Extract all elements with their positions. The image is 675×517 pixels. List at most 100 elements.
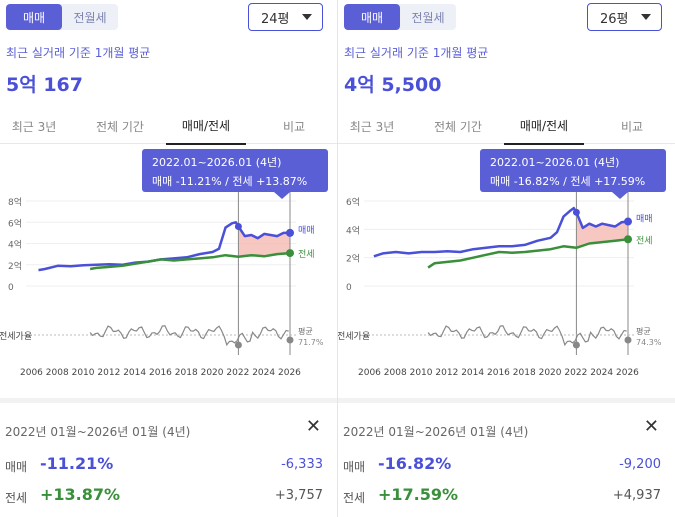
price-value: 5억 167 bbox=[6, 74, 83, 96]
x-tick-label: 2026 bbox=[616, 368, 639, 378]
x-tick-label: 2018 bbox=[513, 368, 536, 378]
summary-rent-label: 전세 bbox=[5, 491, 28, 505]
summary-range: 2022년 01월~2026년 01월 (4년) bbox=[343, 425, 529, 439]
tab-sale-rent[interactable]: 매매/전세 bbox=[166, 108, 246, 145]
x-tick-label: 2010 bbox=[410, 368, 433, 378]
x-tick-label: 2012 bbox=[97, 368, 120, 378]
rent-line bbox=[89, 251, 291, 271]
toggle-rent[interactable]: 전월세 bbox=[73, 10, 107, 25]
sale-legend-label: 매매 bbox=[298, 225, 315, 236]
panel-divider bbox=[337, 0, 338, 517]
summary-sale-pct: -11.21% bbox=[40, 454, 114, 473]
y-tick-label: 6억 bbox=[346, 196, 360, 208]
period-tabs: 최근 3년 전체 기간 매매/전세 비교 bbox=[338, 108, 675, 145]
price-subtitle: 최근 실거래 기준 1개월 평균 bbox=[344, 46, 489, 60]
ratio-line bbox=[89, 325, 289, 347]
x-tick-label: 2006 bbox=[358, 368, 381, 378]
ratio-label: 전세가율 bbox=[338, 331, 370, 342]
sale-end-dot bbox=[624, 217, 632, 226]
summary-rent-label: 전세 bbox=[343, 491, 366, 505]
summary-range: 2022년 01월~2026년 01월 (4년) bbox=[5, 425, 191, 439]
tab-compare[interactable]: 비교 bbox=[620, 119, 644, 134]
sale-range-start-dot bbox=[572, 208, 580, 216]
size-select[interactable]: 24평 bbox=[248, 3, 323, 31]
toggle-sale[interactable]: 매매 bbox=[344, 4, 400, 30]
tab-all-period[interactable]: 전체 기간 bbox=[434, 119, 482, 134]
right-panel: 매매 전월세 26평 최근 실거래 기준 1개월 평균 4억 5,500 최근 … bbox=[338, 0, 675, 517]
tooltip-box bbox=[142, 149, 328, 192]
close-icon[interactable]: ✕ bbox=[643, 416, 659, 437]
section-separator bbox=[338, 398, 675, 403]
price-subtitle: 최근 실거래 기준 1개월 평균 bbox=[6, 46, 151, 60]
ratio-end-dot bbox=[624, 336, 632, 344]
summary-rent-pct: +13.87% bbox=[40, 485, 121, 504]
toggle-sale[interactable]: 매매 bbox=[6, 4, 62, 30]
price-value: 4억 5,500 bbox=[344, 74, 442, 96]
sale-legend-label: 매매 bbox=[636, 214, 653, 225]
y-tick-label: 0 bbox=[346, 283, 352, 293]
y-tick-label: 6억 bbox=[8, 217, 22, 229]
x-tick-label: 2018 bbox=[175, 368, 198, 378]
tooltip-range: 2022.01~2026.01 (4년) bbox=[490, 156, 619, 169]
y-tick-label: 8억 bbox=[8, 196, 22, 208]
period-tabs: 최근 3년 전체 기간 매매/전세 비교 bbox=[0, 108, 337, 145]
y-tick-label: 4억 bbox=[346, 224, 360, 236]
x-tick-label: 2012 bbox=[435, 368, 458, 378]
tab-all-period[interactable]: 전체 기간 bbox=[96, 119, 144, 134]
x-tick-label: 2020 bbox=[201, 368, 224, 378]
ratio-end-label: 평균 bbox=[298, 326, 313, 336]
toggle-rent[interactable]: 전월세 bbox=[411, 10, 445, 25]
summary-sale-pct: -16.82% bbox=[378, 454, 452, 473]
section-separator bbox=[0, 398, 337, 403]
sale-range-start-dot bbox=[234, 223, 242, 230]
x-tick-label: 2026 bbox=[278, 368, 301, 378]
y-tick-label: 2억 bbox=[8, 260, 22, 272]
x-tick-label: 2016 bbox=[149, 368, 172, 378]
y-tick-label: 0 bbox=[8, 283, 14, 293]
sale-end-dot bbox=[286, 228, 294, 237]
left-panel: 매매 전월세 24평 최근 실거래 기준 1개월 평균 5억 167 최근 3년… bbox=[0, 0, 337, 517]
ratio-end-dot bbox=[286, 336, 294, 344]
y-tick-label: 2억 bbox=[346, 253, 360, 265]
tab-recent-3y[interactable]: 최근 3년 bbox=[349, 119, 395, 134]
caret-down-icon bbox=[641, 14, 651, 20]
summary-sale-amount: -9,200 bbox=[619, 457, 661, 472]
ratio-end-label: 평균 bbox=[636, 326, 651, 336]
close-icon[interactable]: ✕ bbox=[305, 416, 321, 437]
tab-sale-rent[interactable]: 매매/전세 bbox=[504, 108, 584, 145]
tooltip-range: 2022.01~2026.01 (4년) bbox=[152, 156, 281, 169]
x-tick-label: 2024 bbox=[252, 368, 275, 378]
rent-end-dot bbox=[286, 249, 294, 258]
tab-recent-3y[interactable]: 최근 3년 bbox=[11, 119, 57, 134]
x-tick-label: 2022 bbox=[564, 368, 587, 378]
summary-sale-label: 매매 bbox=[5, 460, 28, 474]
highlight-band bbox=[576, 212, 628, 248]
x-tick-label: 2014 bbox=[123, 368, 146, 378]
summary-rent-pct: +17.59% bbox=[378, 485, 459, 504]
tab-compare[interactable]: 비교 bbox=[282, 119, 306, 134]
ratio-label: 전세가율 bbox=[0, 331, 32, 342]
summary-sale-amount: -6,333 bbox=[281, 457, 323, 472]
ratio-end-value: 74.3% bbox=[636, 338, 662, 347]
trade-type-toggle: 매매 전월세 bbox=[344, 4, 456, 30]
size-select[interactable]: 26평 bbox=[587, 3, 662, 31]
rent-line bbox=[427, 238, 629, 269]
price-chart[interactable]: 6억 4억 2억 0 매매 전세 전세가율 평균 74.3% 2006 2008 2010 2012 20… bbox=[338, 145, 675, 385]
ratio-line bbox=[427, 325, 627, 347]
sale-line bbox=[373, 206, 629, 258]
tooltip-box bbox=[480, 149, 666, 192]
summary-rent-amount: +4,937 bbox=[612, 488, 661, 503]
x-tick-label: 2006 bbox=[20, 368, 43, 378]
caret-down-icon bbox=[302, 14, 312, 20]
rent-end-dot bbox=[624, 235, 632, 244]
rent-legend-label: 전세 bbox=[298, 249, 315, 260]
price-chart[interactable]: 8억 6억 4억 2억 0 매매 전세 전세가율 평균 71.7% 2006 2008 2010 2012… bbox=[0, 145, 337, 385]
ratio-start-dot bbox=[572, 341, 580, 349]
size-select-value: 26평 bbox=[600, 11, 629, 27]
summary-sale-label: 매매 bbox=[343, 460, 366, 474]
sale-line bbox=[38, 221, 290, 272]
tooltip-pointer bbox=[274, 192, 290, 199]
x-tick-label: 2020 bbox=[539, 368, 562, 378]
